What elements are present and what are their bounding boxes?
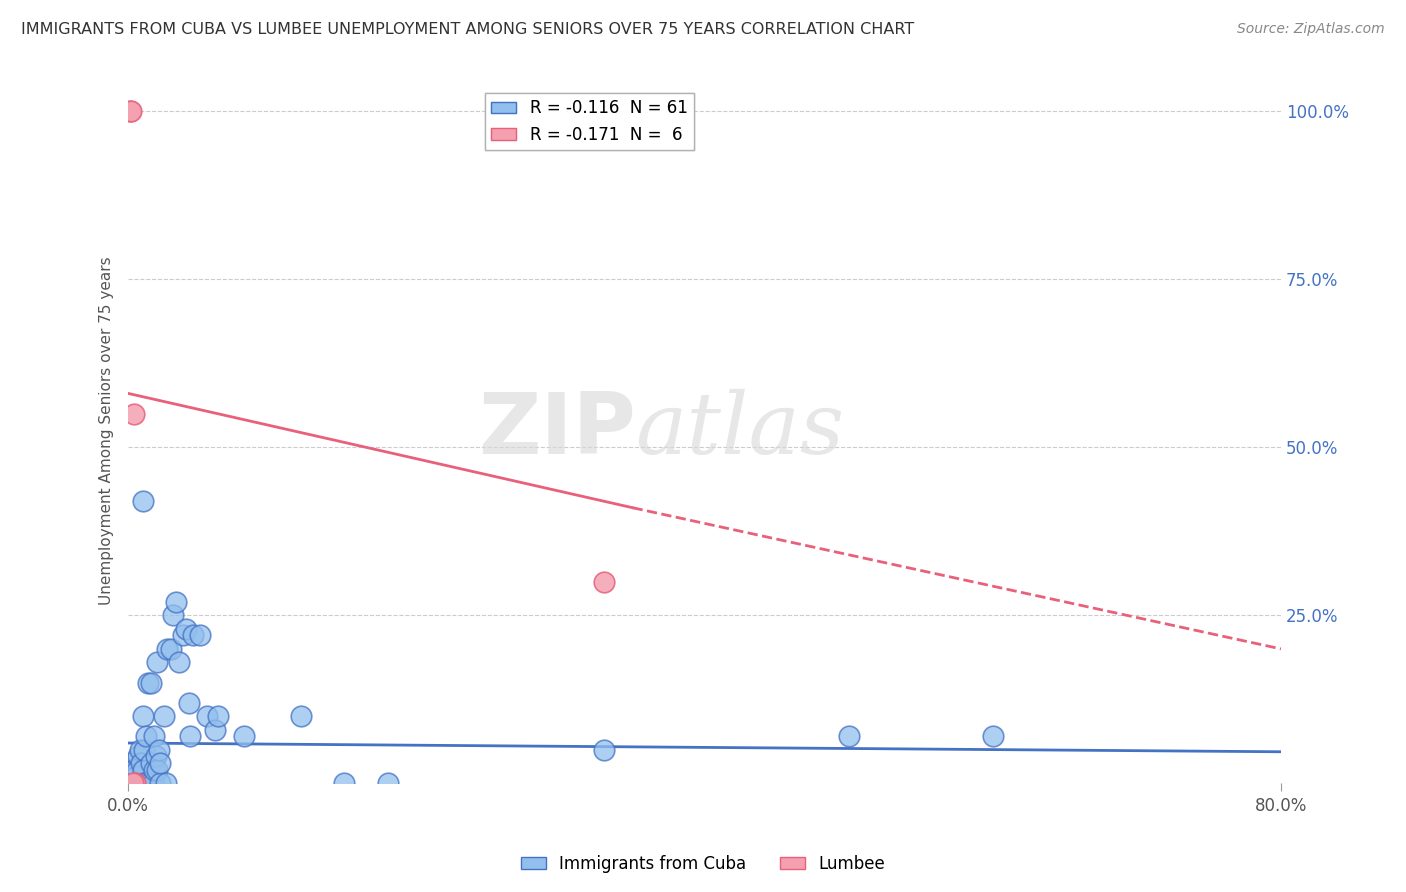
Point bbox=[132, 776, 155, 790]
Point bbox=[122, 407, 145, 421]
Point bbox=[160, 641, 183, 656]
Text: ZIP: ZIP bbox=[478, 389, 636, 472]
Point bbox=[131, 709, 153, 723]
Point bbox=[333, 776, 356, 790]
Point bbox=[165, 595, 187, 609]
Point bbox=[118, 104, 141, 119]
Point bbox=[135, 776, 157, 790]
Point bbox=[188, 628, 211, 642]
Point bbox=[153, 709, 176, 723]
Point bbox=[592, 574, 614, 589]
Point bbox=[232, 729, 254, 743]
Point bbox=[145, 749, 167, 764]
Point bbox=[141, 756, 163, 771]
Point bbox=[131, 494, 153, 508]
Point bbox=[592, 743, 614, 757]
Text: atlas: atlas bbox=[636, 389, 845, 472]
Point bbox=[162, 608, 184, 623]
Point bbox=[838, 729, 860, 743]
Point bbox=[148, 743, 170, 757]
Point bbox=[177, 696, 200, 710]
Text: Source: ZipAtlas.com: Source: ZipAtlas.com bbox=[1237, 22, 1385, 37]
Point bbox=[143, 729, 166, 743]
Point bbox=[139, 776, 162, 790]
Point bbox=[146, 656, 169, 670]
Legend: R = -0.116  N = 61, R = -0.171  N =  6: R = -0.116 N = 61, R = -0.171 N = 6 bbox=[485, 93, 695, 151]
Point bbox=[127, 776, 149, 790]
Point bbox=[167, 656, 190, 670]
Point bbox=[128, 776, 150, 790]
Point bbox=[141, 675, 163, 690]
Point bbox=[138, 675, 160, 690]
Point bbox=[124, 770, 146, 784]
Point bbox=[125, 763, 148, 777]
Point bbox=[129, 756, 152, 771]
Point bbox=[121, 776, 143, 790]
Point bbox=[377, 776, 399, 790]
Legend: Immigrants from Cuba, Lumbee: Immigrants from Cuba, Lumbee bbox=[515, 848, 891, 880]
Point bbox=[174, 622, 197, 636]
Point bbox=[121, 776, 143, 790]
Point bbox=[122, 763, 145, 777]
Point bbox=[181, 628, 204, 642]
Point bbox=[128, 743, 150, 757]
Point bbox=[132, 743, 155, 757]
Point bbox=[121, 763, 143, 777]
Point bbox=[124, 776, 146, 790]
Point bbox=[120, 776, 142, 790]
Point bbox=[204, 723, 226, 737]
Point bbox=[131, 776, 153, 790]
Point bbox=[197, 709, 219, 723]
Point bbox=[172, 628, 194, 642]
Point bbox=[290, 709, 312, 723]
Point bbox=[207, 709, 229, 723]
Point bbox=[135, 729, 157, 743]
Point bbox=[129, 776, 152, 790]
Point bbox=[179, 729, 201, 743]
Point bbox=[118, 776, 141, 790]
Text: IMMIGRANTS FROM CUBA VS LUMBEE UNEMPLOYMENT AMONG SENIORS OVER 75 YEARS CORRELAT: IMMIGRANTS FROM CUBA VS LUMBEE UNEMPLOYM… bbox=[21, 22, 914, 37]
Point bbox=[131, 763, 153, 777]
Point bbox=[146, 763, 169, 777]
Point bbox=[156, 641, 179, 656]
Point bbox=[122, 776, 145, 790]
Point bbox=[124, 776, 146, 790]
Point bbox=[127, 749, 149, 764]
Point bbox=[120, 756, 142, 771]
Point bbox=[142, 776, 165, 790]
Point bbox=[143, 763, 166, 777]
Point bbox=[120, 104, 142, 119]
Y-axis label: Unemployment Among Seniors over 75 years: Unemployment Among Seniors over 75 years bbox=[100, 256, 114, 605]
Point bbox=[155, 776, 177, 790]
Point bbox=[981, 729, 1004, 743]
Point bbox=[149, 756, 172, 771]
Point bbox=[149, 776, 172, 790]
Point bbox=[125, 776, 148, 790]
